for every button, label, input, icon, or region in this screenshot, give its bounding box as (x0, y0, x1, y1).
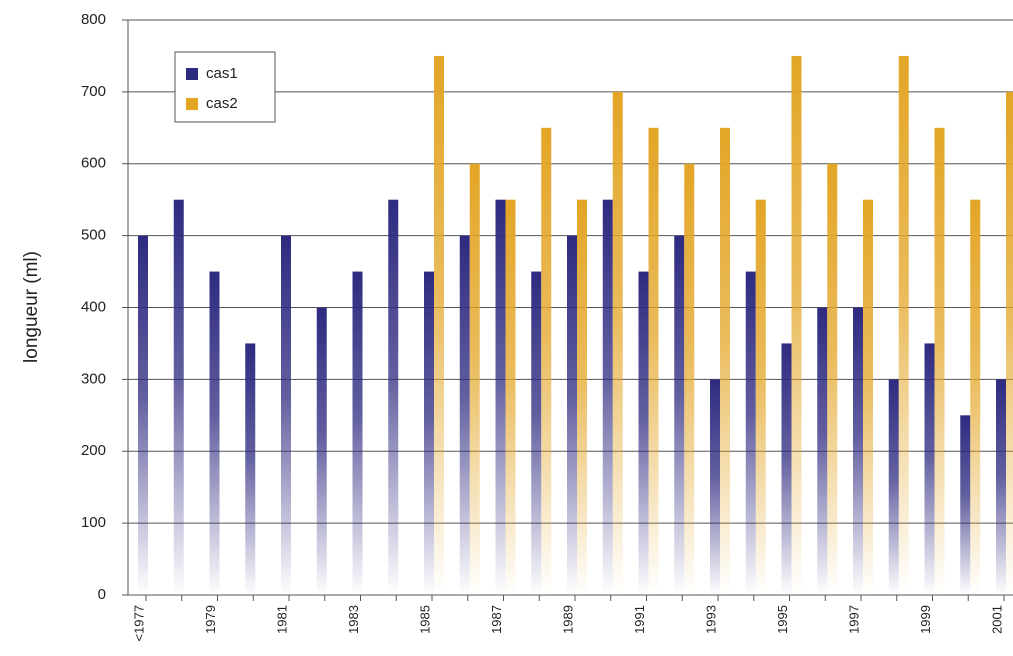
y-tick-label: 800 (81, 11, 106, 28)
bar (531, 271, 542, 595)
bar (781, 343, 792, 595)
bar (459, 235, 470, 595)
bar (434, 55, 444, 595)
x-tick-label: 1989 (560, 605, 575, 634)
bar (853, 307, 863, 595)
x-tick-label: 2001 (989, 605, 1004, 634)
bar (424, 271, 434, 595)
bar (863, 199, 873, 595)
legend-swatch (186, 98, 198, 110)
bar (960, 415, 971, 595)
y-tick-label: 300 (81, 370, 106, 387)
bar (888, 379, 899, 595)
legend-box (174, 51, 276, 123)
bar (577, 199, 587, 595)
bar (755, 199, 766, 595)
bar (745, 271, 756, 595)
x-tick-label: 1981 (274, 605, 289, 634)
legend-swatch (186, 68, 198, 80)
bar (505, 199, 516, 595)
bar (898, 55, 909, 595)
x-tick-label: 1997 (846, 605, 861, 634)
legend-label: cas1 (206, 65, 238, 82)
bar (469, 163, 480, 595)
bar (638, 271, 649, 595)
y-tick-label: 0 (98, 586, 106, 603)
bar (648, 127, 659, 595)
y-tick-label: 400 (81, 298, 106, 315)
x-tick-label: 1991 (632, 605, 647, 634)
legend-label: cas2 (206, 95, 238, 112)
x-tick-label: 1987 (489, 605, 504, 634)
x-tick-label: <1977 (131, 605, 146, 642)
x-tick-label: 1979 (203, 605, 218, 634)
bar (827, 163, 838, 595)
bar (612, 91, 623, 595)
bar (674, 235, 685, 595)
y-tick-label: 500 (81, 227, 106, 244)
bar (567, 235, 577, 595)
bar (388, 199, 399, 595)
x-tick-label: 1985 (417, 605, 432, 634)
bar (934, 127, 945, 595)
bar (970, 199, 981, 595)
bar (817, 307, 828, 595)
bar (138, 235, 148, 595)
bar (541, 127, 552, 595)
bar (209, 271, 220, 595)
bar (791, 55, 802, 595)
y-axis-label: longueur (ml) (21, 251, 42, 363)
bar (281, 235, 291, 595)
x-tick-label: 1999 (918, 605, 933, 634)
bar (173, 199, 184, 595)
x-tick-label: 1995 (775, 605, 790, 634)
bar (684, 163, 695, 595)
bar (1006, 91, 1013, 595)
bar (495, 199, 506, 595)
bar (245, 343, 256, 595)
bar (996, 379, 1006, 595)
bar (924, 343, 935, 595)
y-tick-label: 100 (81, 514, 106, 531)
x-tick-label: 1983 (346, 605, 361, 634)
bar (720, 127, 730, 595)
bar (710, 379, 720, 595)
bar (352, 271, 363, 595)
y-tick-label: 200 (81, 442, 106, 459)
y-tick-label: 700 (81, 83, 106, 100)
bar (316, 307, 327, 595)
bar (602, 199, 613, 595)
x-tick-label: 1993 (703, 605, 718, 634)
y-tick-label: 600 (81, 155, 106, 172)
